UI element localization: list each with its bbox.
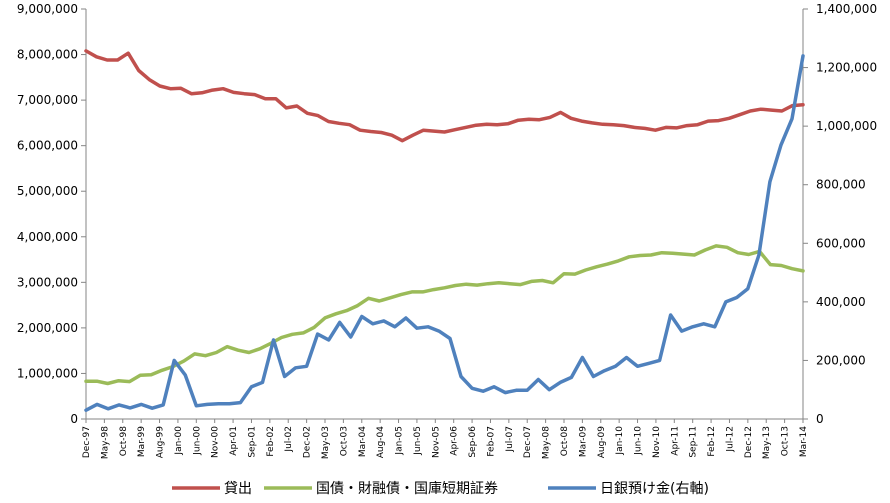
x-tick-label: Sep-11: [689, 426, 699, 458]
y-tick-label: 4,000,000: [17, 230, 78, 244]
y2-tick-label: 200,000: [816, 353, 866, 367]
series-layer: [84, 49, 805, 412]
x-tick-label: Jan-10: [615, 426, 625, 456]
x-tick-label: Oct-13: [781, 426, 791, 456]
x-tick-label: Mar-99: [137, 426, 147, 457]
right-y-axis: 0 200,000 400,000 600,000 800,000 1,000,000 1,…: [803, 2, 877, 426]
legend-label-1: 国債・財融債・国庫短期証券: [316, 480, 498, 497]
y-tick-label: 8,000,000: [17, 48, 78, 62]
x-tick-label: May-13: [762, 426, 772, 459]
x-tick-label: Nov-00: [211, 426, 221, 458]
y-tick-label: 5,000,000: [17, 184, 78, 198]
legend-label-2: 日銀預け金(右軸): [600, 481, 709, 497]
x-tick-label: Apr-06: [450, 426, 460, 456]
x-tick-label: Feb-07: [486, 426, 496, 457]
x-tick-label: Feb-02: [266, 426, 276, 457]
x-tick-label: Mar-04: [358, 426, 368, 457]
y-tick-label: 0: [70, 412, 78, 426]
x-tick-label: Dec-12: [744, 426, 754, 458]
left-y-axis: 0 1,000,000 2,000,000 3,000,000 4,000,000 5,0…: [17, 2, 86, 426]
x-tick-label: Dec-02: [303, 426, 313, 458]
x-tick-label: Oct-08: [560, 426, 570, 457]
y-tick-label: 2,000,000: [17, 321, 78, 335]
x-tick-label: Jan-00: [174, 426, 184, 456]
x-tick-label: Mar-09: [578, 426, 588, 457]
y-tick-label: 6,000,000: [17, 139, 78, 153]
x-tick-label: Jun-05: [413, 426, 423, 456]
y-tick-label: 9,000,000: [17, 2, 78, 16]
x-tick-label: Dec-97: [82, 426, 92, 458]
x-tick-label: Jan-05: [395, 426, 405, 456]
x-tick-label: May-03: [321, 426, 331, 459]
x-tick-label: Jun-10: [634, 426, 644, 456]
x-tick-label: Aug-09: [597, 426, 607, 459]
x-tick-label: Sep-01: [247, 426, 257, 458]
y2-tick-label: 1,000,000: [816, 119, 877, 133]
x-tick-label: Apr-01: [229, 426, 239, 456]
series-line-1: [84, 244, 805, 386]
x-tick-label: Jul-07: [505, 426, 515, 453]
x-tick-label: Apr-11: [670, 426, 680, 456]
y-tick-label: 3,000,000: [17, 275, 78, 289]
x-tick-label: Oct-03: [339, 426, 349, 456]
x-tick-label: Sep-06: [468, 426, 478, 458]
x-tick-label: Nov-10: [652, 426, 662, 458]
y2-tick-label: 1,400,000: [816, 2, 877, 16]
x-tick-label: Feb-12: [707, 426, 717, 457]
x-tick-label: Jun-00: [192, 426, 202, 456]
x-tick-label: May-08: [542, 426, 552, 459]
legend: 貸出 国債・財融債・国庫短期証券 日銀預け金(右軸): [172, 480, 709, 497]
y2-tick-label: 400,000: [816, 295, 866, 309]
x-axis: Dec-97 May-98 Oct-98 Mar-99 Aug-99 Jan-00 Jun-…: [82, 419, 809, 459]
y2-tick-label: 800,000: [816, 178, 866, 192]
y2-tick-label: 1,200,000: [816, 61, 877, 75]
x-tick-label: Aug-04: [376, 426, 386, 459]
y-tick-label: 7,000,000: [17, 93, 78, 107]
y2-tick-label: 0: [816, 412, 824, 426]
y2-tick-label: 600,000: [816, 236, 866, 250]
x-tick-label: Jul-12: [725, 426, 735, 453]
series-line-2: [84, 54, 805, 412]
x-tick-label: Nov-05: [431, 426, 441, 458]
x-tick-label: Aug-99: [156, 426, 166, 459]
legend-label-0: 貸出: [224, 481, 252, 497]
series-line-0: [84, 49, 805, 143]
x-tick-label: Oct-98: [119, 426, 129, 457]
y-tick-label: 1,000,000: [17, 366, 78, 380]
x-tick-label: May-98: [100, 426, 110, 459]
x-tick-label: Mar-14: [799, 426, 809, 457]
x-tick-label: Jul-02: [284, 426, 294, 453]
x-tick-label: Dec-07: [523, 426, 533, 458]
